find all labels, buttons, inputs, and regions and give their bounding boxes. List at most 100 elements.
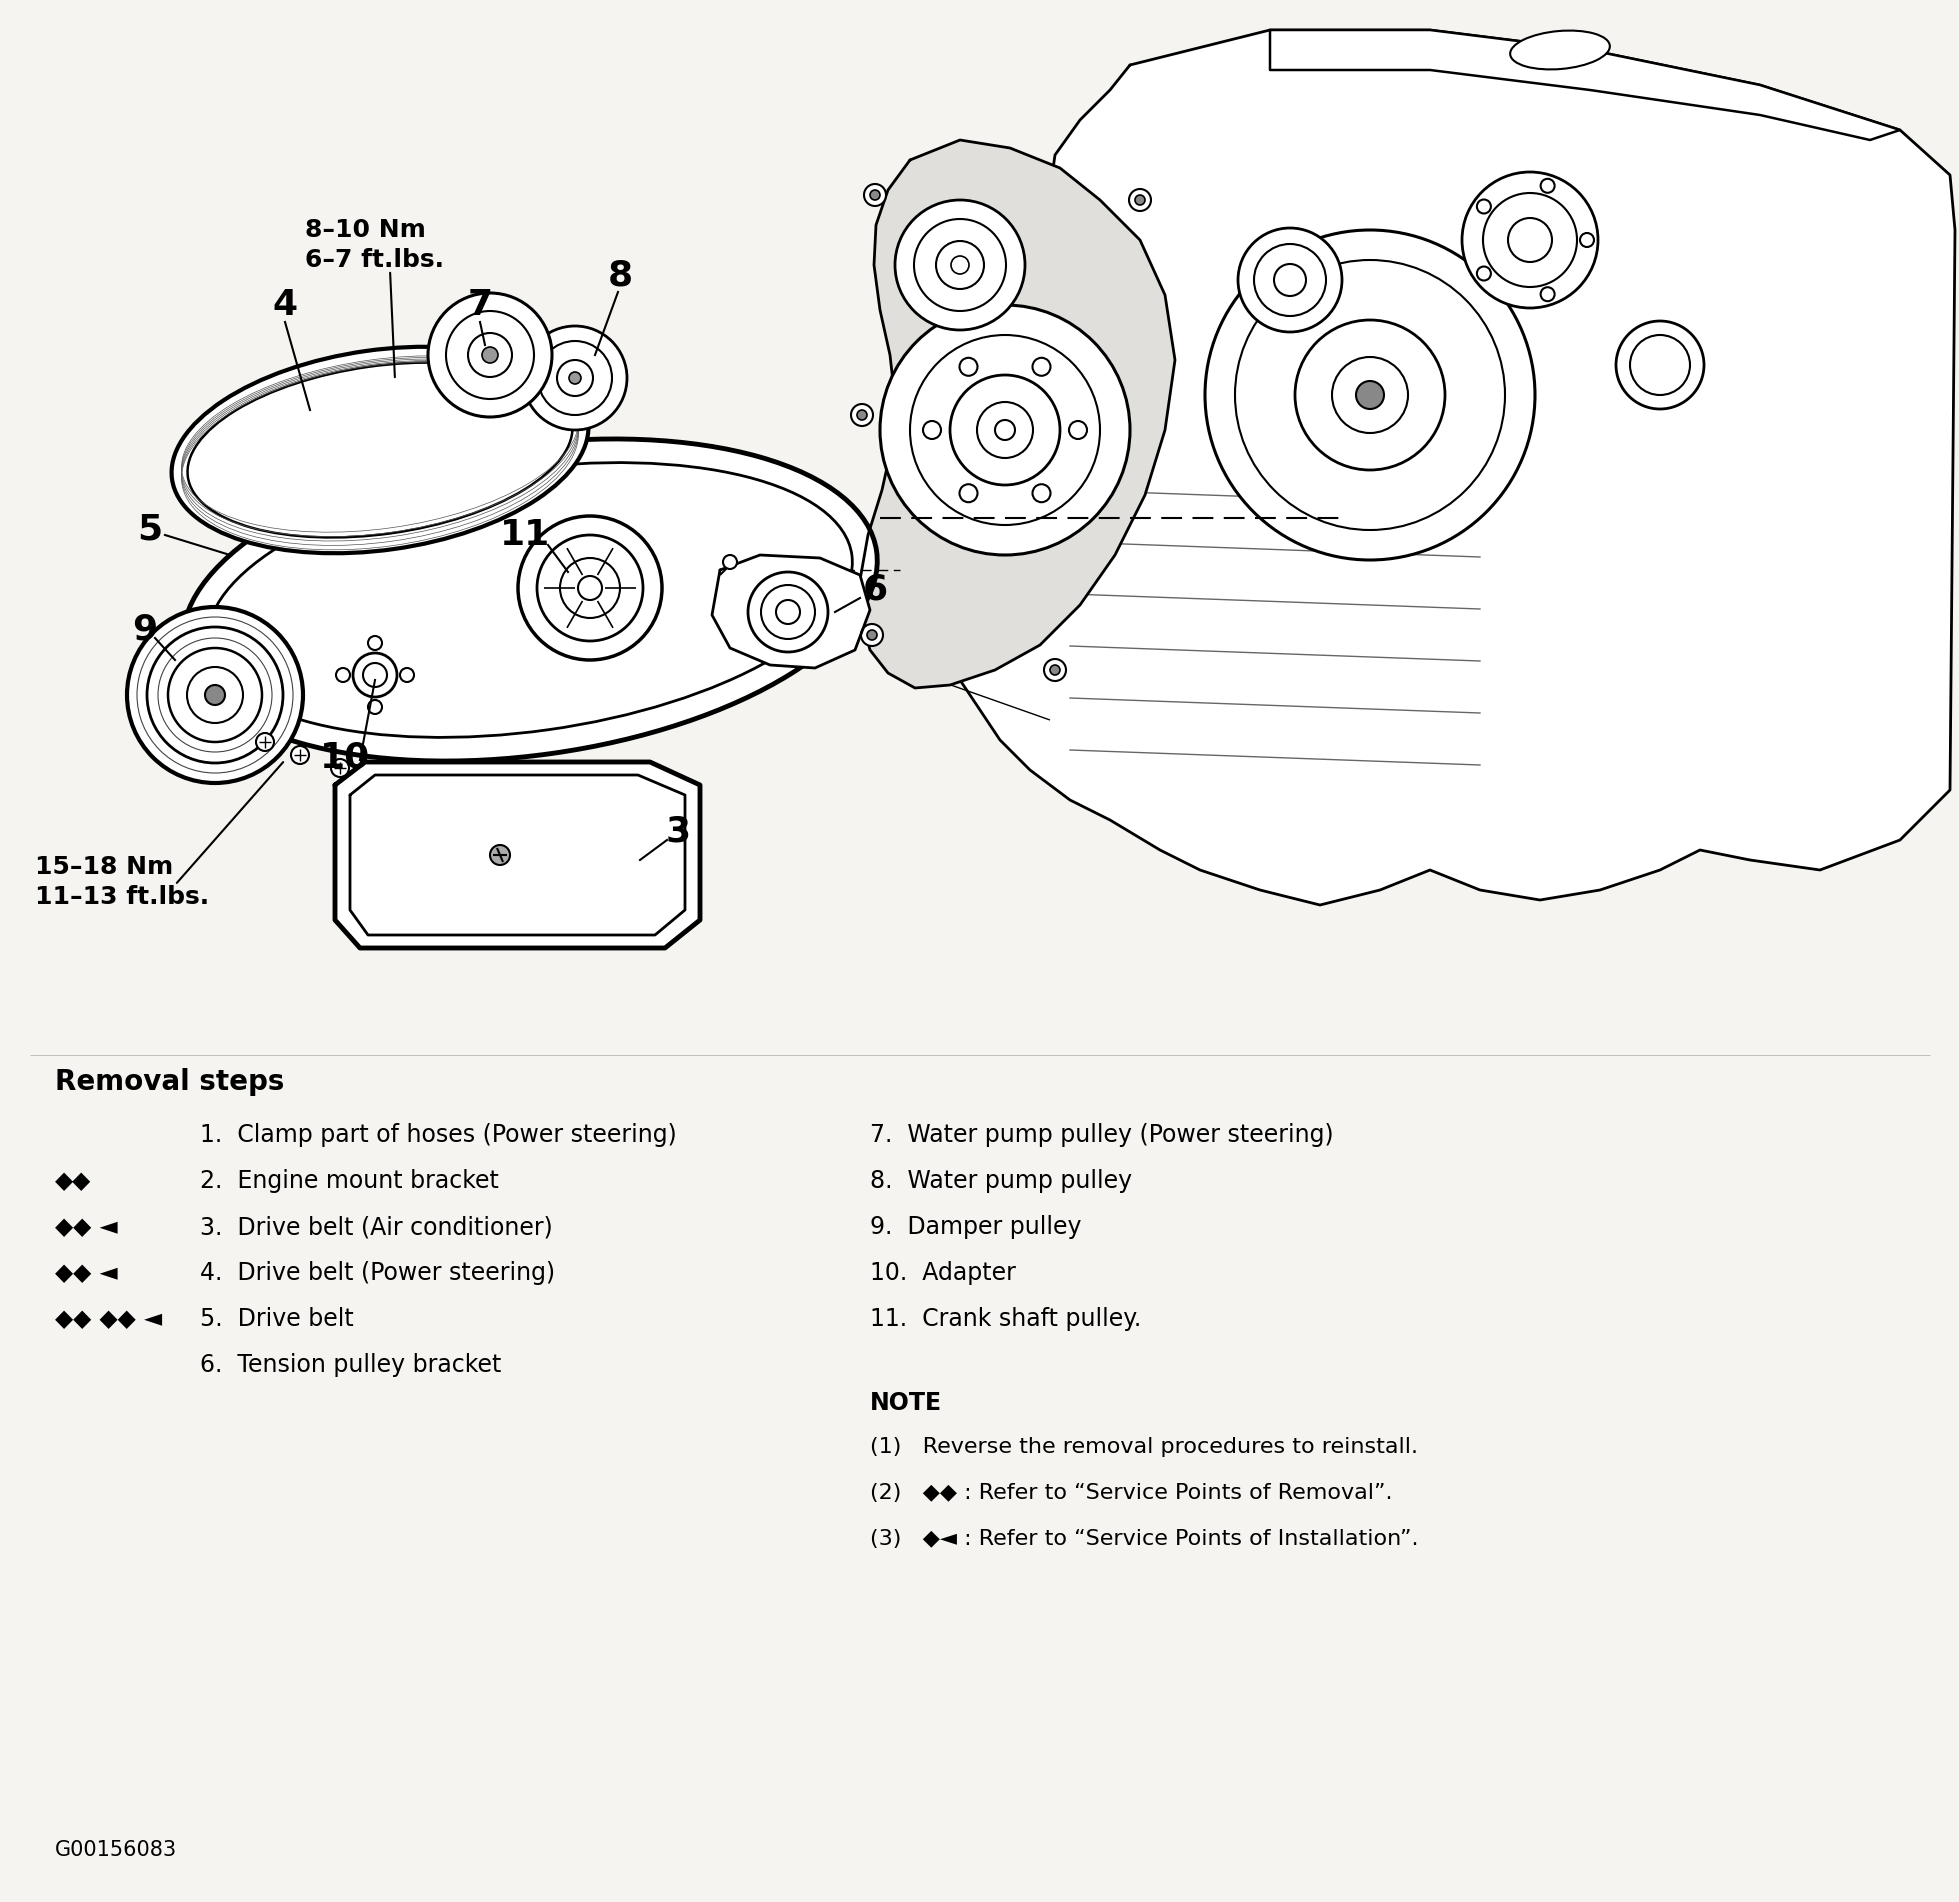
Text: 8–10 Nm: 8–10 Nm — [306, 219, 425, 242]
Circle shape — [1205, 230, 1536, 559]
Text: 2.  Engine mount bracket: 2. Engine mount bracket — [200, 1170, 500, 1193]
Circle shape — [1581, 234, 1595, 247]
Circle shape — [168, 649, 263, 742]
Circle shape — [1332, 358, 1409, 434]
Circle shape — [560, 557, 619, 618]
Circle shape — [1461, 171, 1599, 308]
Text: Removal steps: Removal steps — [55, 1069, 284, 1096]
Circle shape — [895, 200, 1025, 331]
Circle shape — [468, 333, 511, 377]
Circle shape — [400, 668, 413, 683]
Circle shape — [353, 652, 398, 696]
Circle shape — [978, 401, 1032, 458]
Circle shape — [206, 685, 225, 706]
Text: 3: 3 — [666, 814, 692, 848]
Text: 7.  Water pump pulley (Power steering): 7. Water pump pulley (Power steering) — [870, 1122, 1334, 1147]
Text: 8.  Water pump pulley: 8. Water pump pulley — [870, 1170, 1132, 1193]
Circle shape — [537, 534, 643, 641]
Circle shape — [723, 555, 737, 569]
Circle shape — [368, 700, 382, 713]
Circle shape — [960, 485, 978, 502]
Text: 10.  Adapter: 10. Adapter — [870, 1261, 1017, 1286]
Circle shape — [776, 599, 799, 624]
Circle shape — [950, 375, 1060, 485]
Circle shape — [856, 411, 868, 420]
Text: 11–13 ft.lbs.: 11–13 ft.lbs. — [35, 884, 210, 909]
Circle shape — [1070, 420, 1087, 439]
Text: NOTE: NOTE — [870, 1390, 942, 1415]
Circle shape — [517, 515, 662, 660]
Circle shape — [186, 668, 243, 723]
Circle shape — [292, 746, 310, 765]
Circle shape — [1032, 485, 1050, 502]
Polygon shape — [860, 141, 1175, 689]
Circle shape — [880, 304, 1130, 555]
Circle shape — [1032, 358, 1050, 377]
Circle shape — [1273, 264, 1307, 297]
Text: ◆◆ ◄: ◆◆ ◄ — [55, 1215, 118, 1238]
Text: 11.  Crank shaft pulley.: 11. Crank shaft pulley. — [870, 1307, 1142, 1331]
Circle shape — [1616, 321, 1704, 409]
Text: ◆◆ ◄: ◆◆ ◄ — [55, 1261, 118, 1286]
Circle shape — [1050, 666, 1060, 675]
Ellipse shape — [182, 439, 878, 761]
Text: 6–7 ft.lbs.: 6–7 ft.lbs. — [306, 247, 445, 272]
Circle shape — [995, 420, 1015, 439]
Circle shape — [936, 242, 983, 289]
Circle shape — [950, 257, 970, 274]
Circle shape — [911, 335, 1101, 525]
Text: 11: 11 — [500, 517, 550, 552]
Text: ◆◆ ◆◆ ◄: ◆◆ ◆◆ ◄ — [55, 1307, 163, 1331]
Circle shape — [1238, 228, 1342, 333]
Text: 1.  Clamp part of hoses (Power steering): 1. Clamp part of hoses (Power steering) — [200, 1122, 676, 1147]
Text: 6.  Tension pulley bracket: 6. Tension pulley bracket — [200, 1352, 502, 1377]
Circle shape — [1128, 188, 1152, 211]
Text: 9: 9 — [133, 612, 157, 647]
Circle shape — [864, 184, 885, 205]
Text: (2)   ◆◆ : Refer to “Service Points of Removal”.: (2) ◆◆ : Refer to “Service Points of Rem… — [870, 1484, 1393, 1503]
Text: (1)   Reverse the removal procedures to reinstall.: (1) Reverse the removal procedures to re… — [870, 1438, 1418, 1457]
Circle shape — [1234, 261, 1505, 531]
Circle shape — [1044, 658, 1066, 681]
Text: 4.  Drive belt (Power steering): 4. Drive belt (Power steering) — [200, 1261, 554, 1286]
Polygon shape — [1269, 30, 1900, 141]
Circle shape — [1540, 287, 1555, 301]
Circle shape — [760, 586, 815, 639]
Circle shape — [556, 359, 594, 396]
Circle shape — [923, 420, 940, 439]
Circle shape — [1356, 380, 1383, 409]
Text: 8: 8 — [607, 259, 633, 293]
Text: 7: 7 — [468, 287, 492, 321]
Circle shape — [1540, 179, 1555, 192]
Polygon shape — [711, 555, 870, 668]
Ellipse shape — [1510, 30, 1610, 68]
Polygon shape — [944, 30, 1955, 905]
Circle shape — [1477, 266, 1491, 280]
Text: 10: 10 — [319, 742, 370, 774]
Circle shape — [1508, 219, 1552, 262]
Text: ◆◆: ◆◆ — [55, 1170, 92, 1193]
Polygon shape — [335, 763, 699, 947]
Circle shape — [1483, 192, 1577, 287]
Circle shape — [850, 403, 874, 426]
Circle shape — [127, 607, 304, 784]
Circle shape — [915, 219, 1007, 312]
Text: (3)   ◆◄ : Refer to “Service Points of Installation”.: (3) ◆◄ : Refer to “Service Points of Ins… — [870, 1529, 1418, 1548]
Circle shape — [482, 346, 498, 363]
Circle shape — [1630, 335, 1691, 396]
Circle shape — [427, 293, 552, 417]
Circle shape — [1477, 200, 1491, 213]
Circle shape — [539, 340, 611, 415]
Circle shape — [578, 576, 601, 599]
Circle shape — [862, 624, 884, 647]
Circle shape — [362, 664, 388, 687]
Circle shape — [748, 573, 829, 652]
Text: 15–18 Nm: 15–18 Nm — [35, 856, 172, 879]
Circle shape — [331, 759, 349, 778]
Text: 6: 6 — [862, 573, 887, 607]
Text: 5: 5 — [137, 514, 163, 548]
Circle shape — [868, 630, 878, 639]
Ellipse shape — [188, 363, 572, 538]
Text: G00156083: G00156083 — [55, 1839, 176, 1860]
Text: 4: 4 — [272, 287, 298, 321]
